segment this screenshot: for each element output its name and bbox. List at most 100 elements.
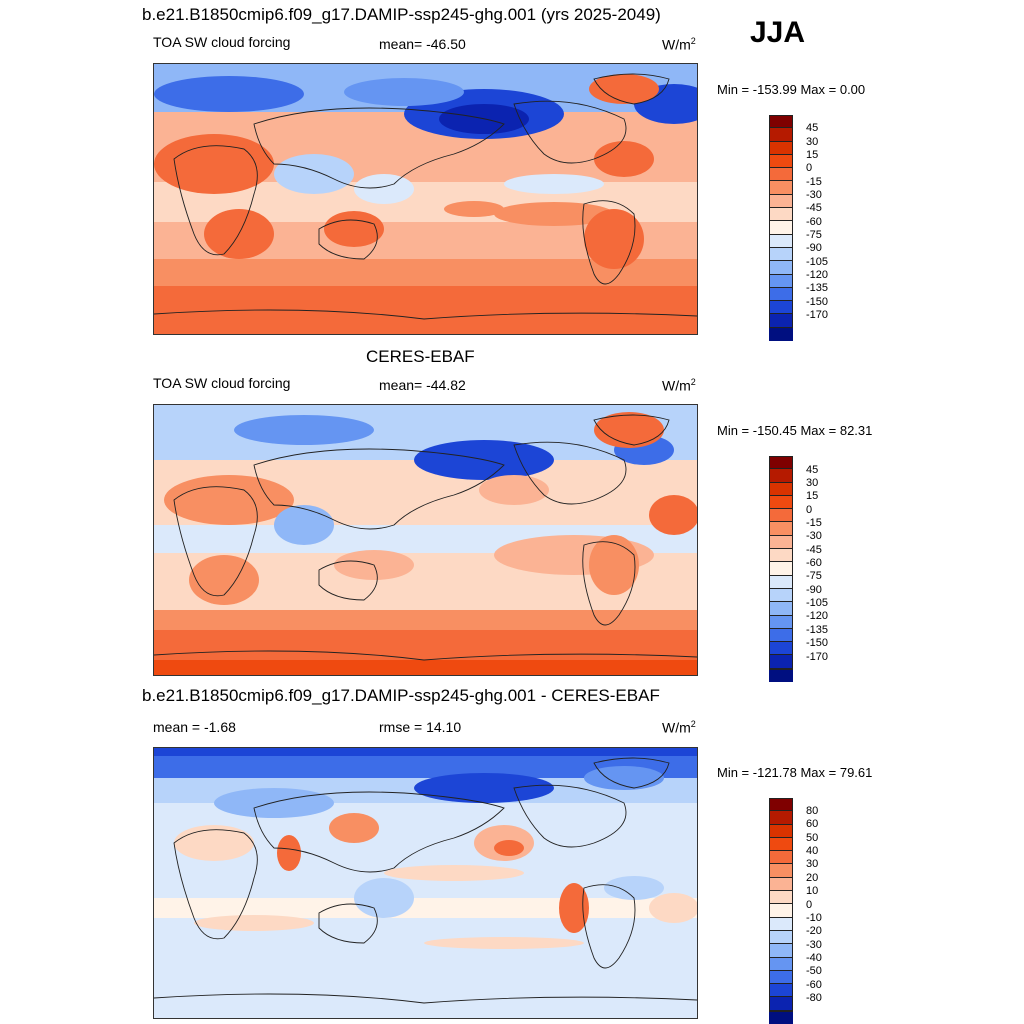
colorbar-label: -150 (806, 296, 829, 308)
colorbar-swatch (769, 891, 793, 905)
colorbar-swatch (769, 575, 793, 589)
colorbar-swatch (769, 917, 793, 931)
colorbar-swatch (769, 194, 793, 209)
colorbar-label: -45 (806, 544, 822, 556)
colorbar-swatch (769, 535, 793, 550)
colorbar-label: -135 (806, 624, 829, 636)
colorbar-swatch (769, 655, 793, 669)
panel3-colorbar (769, 798, 793, 1024)
colorbar-label: -15 (806, 517, 822, 529)
colorbar-label: -120 (806, 269, 829, 281)
colorbar-swatch (769, 208, 793, 222)
colorbar-label: 0 (806, 504, 813, 516)
colorbar-swatch (769, 997, 793, 1011)
panel1-units: W/m2 (662, 36, 696, 53)
colorbar-label: 30 (806, 136, 819, 148)
panel2-title: CERES-EBAF (366, 347, 475, 366)
colorbar-swatch (769, 837, 793, 852)
panel3-units: W/m2 (662, 719, 696, 736)
colorbar-swatch (769, 562, 793, 576)
colorbar-label: 45 (806, 122, 819, 134)
panel2-map (153, 404, 698, 676)
panel2-units: W/m2 (662, 377, 696, 394)
colorbar-swatch (769, 522, 793, 536)
colorbar-swatch (769, 221, 793, 235)
colorbar-label: -60 (806, 216, 822, 228)
colorbar-label: 15 (806, 490, 819, 502)
colorbar-label: -30 (806, 530, 822, 542)
panel2-left-label: TOA SW cloud forcing (153, 375, 291, 391)
colorbar-label: -75 (806, 229, 822, 241)
colorbar-swatch (769, 798, 793, 812)
panel3-rmse-label: rmse = 14.10 (379, 719, 462, 735)
colorbar-label: -150 (806, 637, 829, 649)
colorbar-swatch (769, 864, 793, 878)
colorbar-swatch (769, 456, 793, 470)
colorbar-label: -30 (806, 939, 822, 951)
colorbar-swatch (769, 247, 793, 262)
colorbar-label: 20 (806, 872, 819, 884)
colorbar-label: -75 (806, 570, 822, 582)
colorbar-swatch (769, 668, 793, 683)
colorbar-swatch (769, 851, 793, 865)
colorbar-swatch (769, 811, 793, 825)
panel1-minmax: Min = -153.99 Max = 0.00 (717, 82, 866, 97)
colorbar-label: -30 (806, 189, 822, 201)
colorbar-label: -120 (806, 610, 829, 622)
colorbar-swatch (769, 615, 793, 629)
colorbar-swatch (769, 877, 793, 892)
colorbar-label: -105 (806, 256, 829, 268)
colorbar-label: -40 (806, 952, 822, 964)
colorbar-swatch (769, 128, 793, 142)
colorbar-label: -170 (806, 651, 829, 663)
colorbar-label: 15 (806, 149, 819, 161)
colorbar-label: 30 (806, 858, 819, 870)
colorbar-swatch (769, 287, 793, 302)
panel1-title: b.e21.B1850cmip6.f09_g17.DAMIP-ssp245-gh… (142, 5, 661, 24)
panel3-colorbar-frame (769, 798, 793, 1012)
colorbar-label: -80 (806, 992, 822, 1004)
colorbar-label: -50 (806, 965, 822, 977)
colorbar-swatch (769, 181, 793, 195)
colorbar-label: -15 (806, 176, 822, 188)
colorbar-label: 45 (806, 464, 819, 476)
colorbar-swatch (769, 327, 793, 342)
colorbar-label: 80 (806, 805, 819, 817)
colorbar-label: 30 (806, 477, 819, 489)
colorbar-swatch (769, 588, 793, 603)
colorbar-swatch (769, 154, 793, 169)
colorbar-swatch (769, 495, 793, 510)
colorbar-label: 40 (806, 845, 819, 857)
panel3-minmax: Min = -121.78 Max = 79.61 (717, 765, 873, 780)
colorbar-label: -45 (806, 202, 822, 214)
colorbar-label: 60 (806, 818, 819, 830)
colorbar-swatch (769, 301, 793, 315)
colorbar-label: -105 (806, 597, 829, 609)
colorbar-label: -60 (806, 557, 822, 569)
colorbar-label: 50 (806, 832, 819, 844)
colorbar-swatch (769, 549, 793, 563)
panel3-title: b.e21.B1850cmip6.f09_g17.DAMIP-ssp245-gh… (142, 686, 660, 705)
colorbar-swatch (769, 509, 793, 523)
panel3-map (153, 747, 698, 1019)
colorbar-label: -135 (806, 282, 829, 294)
colorbar-label: -90 (806, 584, 822, 596)
colorbar-swatch (769, 984, 793, 998)
panel3-mean-label: mean = -1.68 (153, 719, 236, 735)
colorbar-swatch (769, 970, 793, 985)
colorbar-swatch (769, 469, 793, 483)
panel1-colorbar-frame (769, 115, 793, 328)
colorbar-swatch (769, 482, 793, 496)
colorbar-label: 0 (806, 899, 813, 911)
panel1-colorbar (769, 115, 793, 342)
colorbar-label: -170 (806, 309, 829, 321)
colorbar-swatch (769, 261, 793, 275)
colorbar-swatch (769, 602, 793, 616)
panel2-mean-label: mean= -44.82 (379, 377, 466, 393)
panel1-left-label: TOA SW cloud forcing (153, 34, 291, 50)
colorbar-label: -90 (806, 242, 822, 254)
colorbar-swatch (769, 628, 793, 643)
colorbar-swatch (769, 274, 793, 288)
colorbar-swatch (769, 642, 793, 656)
colorbar-label: -60 (806, 979, 822, 991)
